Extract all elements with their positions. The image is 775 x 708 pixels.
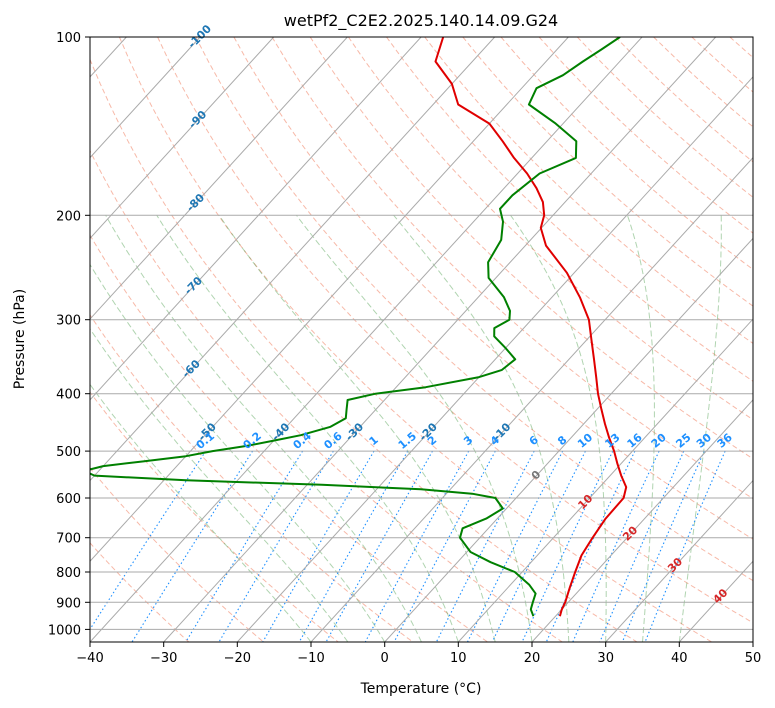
y-tick-label: 200 bbox=[56, 209, 81, 224]
mixing-ratio-line bbox=[325, 450, 433, 642]
moist-adiabat-line bbox=[296, 215, 533, 642]
isotherm-line bbox=[90, 37, 201, 159]
isotherm-line bbox=[752, 641, 753, 642]
y-tick-label: 1000 bbox=[48, 623, 81, 638]
mixing-ratio-line bbox=[572, 450, 660, 642]
mixing-ratio-line bbox=[467, 450, 564, 642]
dry-adiabat-line bbox=[195, 37, 753, 582]
plot-background bbox=[90, 37, 753, 642]
moist-adiabat-line bbox=[626, 215, 655, 642]
moist-adiabat-line bbox=[510, 215, 607, 642]
isotherm-line bbox=[90, 37, 569, 562]
dry-adiabat-line bbox=[118, 37, 712, 642]
isotherm-line bbox=[90, 37, 275, 240]
moist-adiabat-line bbox=[90, 383, 312, 642]
x-tick-label: 10 bbox=[450, 651, 467, 666]
x-tick-label: 0 bbox=[381, 651, 389, 666]
y-tick-label: 600 bbox=[56, 492, 81, 507]
isotherm-line bbox=[90, 37, 496, 482]
mixing-ratio-line bbox=[491, 450, 586, 642]
dry-adiabat-line bbox=[90, 467, 264, 642]
isotherm-line bbox=[384, 237, 753, 642]
x-tick-label: 50 bbox=[745, 651, 762, 666]
dry-adiabat-line bbox=[271, 37, 753, 500]
dry-adiabat-line bbox=[90, 58, 638, 642]
isotherm-line bbox=[90, 37, 348, 320]
dry-adiabat-line bbox=[157, 37, 753, 624]
y-tick-label: 400 bbox=[56, 388, 81, 403]
dry-adiabat-line bbox=[309, 37, 753, 460]
x-tick-label: −10 bbox=[297, 651, 324, 666]
isotherm-line bbox=[457, 318, 753, 642]
profiles bbox=[90, 37, 628, 617]
isotherm-line bbox=[236, 76, 753, 642]
x-axis-label: Temperature (°C) bbox=[360, 681, 482, 697]
moist-adiabat-line bbox=[156, 215, 459, 642]
mixing-ratio-line bbox=[521, 450, 614, 642]
y-axis-label: Pressure (hPa) bbox=[12, 289, 28, 389]
y-tick-label: 100 bbox=[56, 31, 81, 46]
x-tick-label: 40 bbox=[671, 651, 688, 666]
dry-adiabat-line bbox=[424, 37, 753, 344]
x-tick-label: −20 bbox=[224, 651, 251, 666]
isotherm-line bbox=[605, 479, 753, 642]
y-tick-label: 800 bbox=[56, 566, 81, 581]
y-tick-label: 500 bbox=[56, 445, 81, 460]
chart-title: wetPf2_C2E2.2025.140.14.09.G24 bbox=[284, 11, 558, 31]
isotherm-line bbox=[163, 37, 717, 642]
x-tick-label: −30 bbox=[150, 651, 177, 666]
isotherm-line bbox=[90, 37, 422, 401]
y-tick-label: 300 bbox=[56, 314, 81, 329]
moist-adiabat-line bbox=[105, 215, 422, 642]
mixing-ratio-line bbox=[298, 450, 409, 642]
mixing-ratio-line bbox=[364, 450, 470, 642]
isotherm-line bbox=[310, 156, 753, 642]
y-tick-label: 900 bbox=[56, 596, 81, 611]
x-tick-label: −40 bbox=[76, 651, 103, 666]
isotherm-line bbox=[90, 37, 643, 642]
x-axis: −40 −30 −20 −10 0 10 20 30 40 50 bbox=[76, 642, 761, 666]
dry-adiabat-line bbox=[768, 37, 775, 642]
moist-adiabat-line bbox=[90, 263, 386, 642]
plot-frame bbox=[89, 36, 754, 643]
dewpoint-line bbox=[90, 37, 621, 617]
dry-adiabat-line bbox=[462, 37, 753, 307]
isotherm-line bbox=[531, 399, 753, 642]
temperature-line bbox=[434, 37, 628, 617]
y-tick-label: 700 bbox=[56, 532, 81, 547]
dry-adiabat-line bbox=[347, 37, 753, 421]
mixing-ratio-line bbox=[545, 450, 636, 642]
x-tick-label: 30 bbox=[597, 651, 614, 666]
y-axis: 100 200 300 400 500 600 700 800 900 1000 bbox=[48, 31, 90, 638]
moist-adiabat-line bbox=[678, 215, 722, 642]
mixing-ratio-line bbox=[435, 450, 535, 642]
dry-adiabat-line bbox=[386, 37, 753, 382]
mixing-ratio-line bbox=[185, 450, 304, 642]
x-tick-label: 20 bbox=[524, 651, 541, 666]
